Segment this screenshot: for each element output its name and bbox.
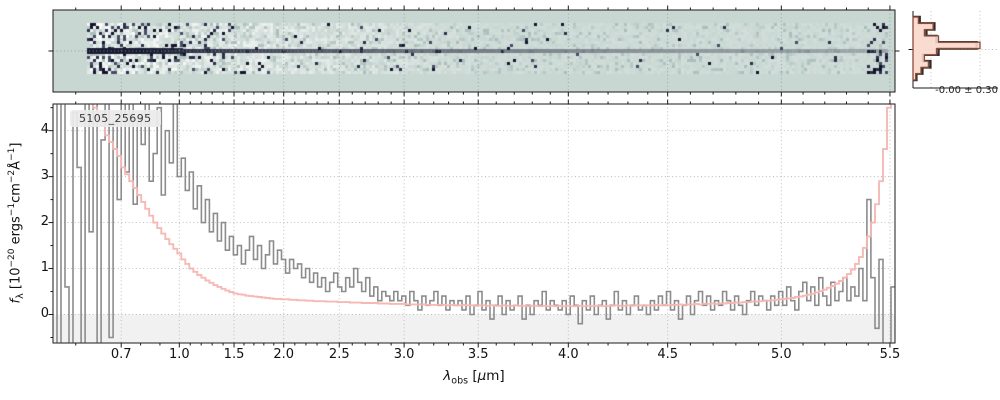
main-panel-frame — [52, 103, 896, 344]
ylabel-unit-close: ] — [8, 142, 24, 148]
xlabel-lambda: λ — [443, 368, 452, 384]
ylabel-exp-1a: −1 — [7, 202, 17, 217]
ylabel-f: f — [8, 298, 24, 304]
xlabel-bracket-close: ] — [499, 368, 505, 384]
source-id-label: 5105_25695 — [70, 110, 161, 127]
x-tick-label: 5.0 — [770, 347, 792, 362]
y-tick-label: 3 — [40, 168, 49, 184]
uncertainty-step-line — [92, 104, 892, 308]
ylabel-sub-lambda: λ — [14, 293, 26, 299]
ylabel-exp-2: −2 — [7, 169, 17, 184]
ylabel-ergs: ergs — [8, 216, 24, 249]
x-tick-label: 2.5 — [328, 347, 350, 362]
ylabel-angstrom: Å — [8, 160, 24, 170]
y-tick-label: 0 — [40, 306, 49, 321]
x-tick-label: 2.0 — [273, 347, 295, 362]
ylabel-exp-1b: −1 — [7, 147, 17, 161]
ylabel-unit-open: [10 — [8, 267, 24, 294]
x-tick-label: 5.5 — [879, 347, 901, 362]
x-tick-label: 3.0 — [393, 347, 415, 362]
2d-spectrum-image — [53, 10, 895, 92]
histogram-model-fill — [912, 16, 981, 81]
x-axis-label: λobs [μm] — [374, 368, 574, 387]
ylabel-exp-20: −20 — [7, 248, 17, 268]
xlabel-bracket: [ — [468, 368, 478, 384]
histogram-stats-label: -0.00 ± 0.30 — [935, 85, 998, 96]
flux-step-line — [56, 104, 895, 343]
y-tick-label: 2 — [40, 214, 49, 230]
below-zero-shade — [53, 314, 895, 343]
xlabel-m: m — [486, 368, 500, 384]
x-tick-label: 1.5 — [223, 347, 245, 362]
y-tick-label: 4 — [40, 122, 49, 138]
xlabel-sub-obs: obs — [451, 375, 469, 387]
x-tick-label: 1.0 — [168, 347, 190, 362]
xlabel-mu: μ — [477, 368, 487, 384]
x-tick-label: 0.7 — [110, 347, 132, 362]
x-tick-label: 4.5 — [657, 347, 678, 362]
y-axis-label: fλ [10−20 ergs−1cm−2Å−1] — [7, 93, 26, 353]
y-tick-label: 1 — [40, 260, 49, 276]
x-tick-label: 3.5 — [467, 347, 489, 362]
ylabel-cm: cm — [8, 183, 24, 203]
x-tick-label: 4.0 — [557, 347, 579, 362]
